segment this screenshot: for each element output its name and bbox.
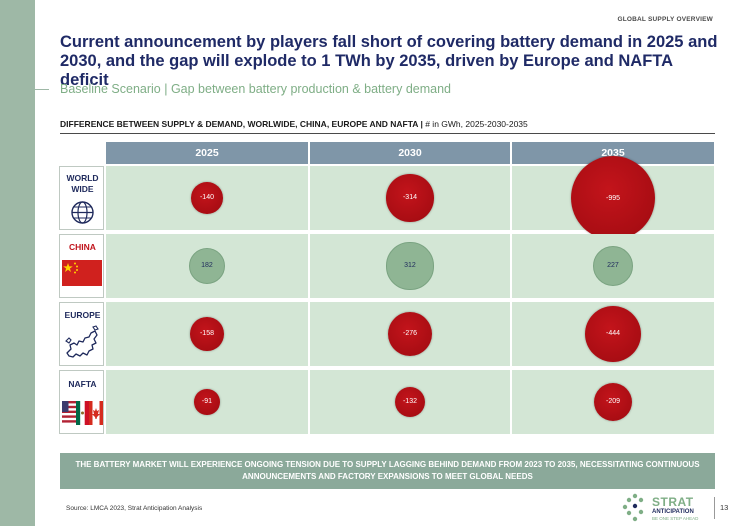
bubble-europe-2025: -158	[190, 317, 224, 351]
page-subtitle: Baseline Scenario | Gap between battery …	[60, 82, 451, 96]
chart-heading-rule	[60, 133, 715, 134]
bubble-world-wide-2030: -314	[386, 174, 434, 222]
chart-heading-unit: # in GWh, 2025-2030-2035	[422, 119, 528, 129]
subtitle-rule	[35, 89, 49, 90]
bubble-world-wide-2035: -995	[571, 156, 655, 240]
logo-tagline: BE ONE STEP AHEAD	[652, 516, 699, 521]
bubble-world-wide-2025: -140	[191, 182, 223, 214]
row-label-line1: NAFTA	[68, 379, 97, 389]
page-title: Current announcement by players fall sho…	[60, 33, 718, 89]
logo-name: STRAT	[652, 495, 694, 509]
row-label-line2: WIDE	[71, 184, 94, 194]
chart-heading-title: DIFFERENCE BETWEEN SUPPLY & DEMAND, WORL…	[60, 119, 423, 129]
page-number: 13	[720, 503, 729, 512]
globe-icon	[71, 201, 94, 224]
source-note: Source: LMCA 2023, Strat Anticipation An…	[66, 505, 203, 512]
bubble-europe-2030: -276	[387, 311, 433, 357]
usa-mexico-canada-flags-icon	[62, 401, 103, 425]
section-eyebrow: GLOBAL SUPPLY OVERVIEW	[617, 16, 713, 23]
logo-sub: ANTICIPATION	[652, 509, 694, 515]
row-label-line1: EUROPE	[64, 310, 101, 320]
bubble-europe-2035: -444	[584, 305, 642, 363]
bubble-china-2030: 312	[386, 242, 434, 290]
china-flag-icon	[62, 260, 102, 286]
left-accent-band	[0, 0, 35, 526]
column-header-2025: 2025	[106, 142, 308, 164]
row-label-line1: WORLD	[66, 173, 99, 183]
bubble-nafta-2030: -132	[394, 386, 426, 418]
chart-heading: DIFFERENCE BETWEEN SUPPLY & DEMAND, WORL…	[60, 119, 528, 129]
row-label-europe: EUROPE	[59, 302, 104, 366]
bubble-china-2035: 227	[592, 245, 634, 287]
row-label-nafta: NAFTA	[59, 370, 104, 434]
bubble-nafta-2035: -209	[593, 382, 633, 422]
strat-logo-dots-icon	[622, 493, 644, 522]
bubble-china-2025: 182	[189, 248, 225, 284]
column-header-2030: 2030	[310, 142, 510, 164]
page-number-separator	[714, 497, 715, 519]
row-label-line1: CHINA	[69, 242, 96, 252]
europe-map-icon	[65, 325, 99, 358]
row-label-china: CHINA	[59, 234, 104, 298]
bubble-nafta-2025: -91	[194, 389, 220, 415]
row-label-worldwide: WORLD WIDE	[59, 166, 104, 230]
key-takeaway-banner: THE BATTERY MARKET WILL EXPERIENCE ONGOI…	[60, 453, 715, 489]
